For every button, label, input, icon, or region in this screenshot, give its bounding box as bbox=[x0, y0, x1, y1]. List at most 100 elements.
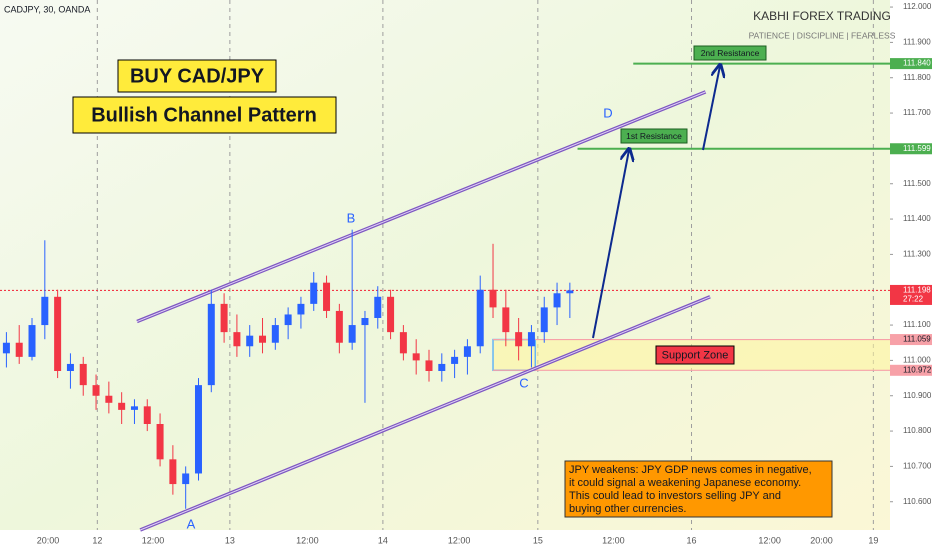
candle-body bbox=[207, 303, 215, 386]
note-line: This could lead to investors selling JPY… bbox=[569, 490, 781, 502]
x-tick-label: 14 bbox=[378, 535, 388, 545]
support-box bbox=[655, 345, 735, 365]
candle-body bbox=[412, 353, 420, 361]
resistance-label: 2nd Resistance bbox=[701, 48, 760, 58]
candle-body bbox=[66, 363, 74, 371]
level-label-bg bbox=[890, 364, 932, 376]
candle-body bbox=[194, 385, 202, 474]
y-tick-label: 112.000 bbox=[903, 2, 932, 11]
candle-body bbox=[79, 363, 87, 386]
x-tick-label: 12:00 bbox=[758, 535, 781, 545]
candle-body bbox=[105, 395, 113, 403]
candle-body bbox=[130, 406, 138, 410]
x-tick-label: 19 bbox=[868, 535, 878, 545]
note-line: JPY weakens: JPY GDP news comes in negat… bbox=[569, 464, 812, 476]
y-tick-label: 111.900 bbox=[903, 38, 931, 47]
candle-body bbox=[323, 282, 331, 311]
candle-body bbox=[399, 332, 407, 354]
candle-body bbox=[463, 346, 471, 357]
motto: PATIENCE | DISCIPLINE | FEARLESS bbox=[749, 30, 896, 40]
subtitle-box bbox=[72, 96, 337, 134]
x-tick-label: 12:00 bbox=[602, 535, 625, 545]
x-tick-label: 20:00 bbox=[810, 535, 833, 545]
arrow bbox=[592, 150, 629, 339]
x-tick-label: 12 bbox=[92, 535, 102, 545]
y-tick-label: 110.900 bbox=[903, 391, 932, 400]
level-label: 111.840 bbox=[903, 59, 931, 68]
level-label-bg bbox=[890, 334, 932, 346]
symbol: CADJPY, 30, OANDA bbox=[4, 4, 90, 14]
resistance-box bbox=[620, 128, 688, 144]
note-line: it could signal a weakening Japanese eco… bbox=[569, 477, 801, 489]
y-tick-label: 110.700 bbox=[903, 462, 932, 471]
time-axis bbox=[0, 530, 890, 550]
candle-body bbox=[259, 335, 267, 343]
x-tick-label: 16 bbox=[687, 535, 697, 545]
channel-line-core bbox=[136, 91, 706, 322]
countdown: 27:22 bbox=[903, 295, 924, 304]
candle-body bbox=[2, 342, 10, 354]
candle-body bbox=[233, 332, 241, 347]
candle-body bbox=[335, 310, 343, 343]
subtitle: Bullish Channel Pattern bbox=[91, 104, 317, 126]
y-tick-label: 111.700 bbox=[903, 108, 931, 117]
point-label: C bbox=[519, 375, 528, 390]
y-tick-label: 111.400 bbox=[903, 214, 931, 223]
candle-body bbox=[246, 335, 254, 347]
x-tick-label: 15 bbox=[533, 535, 543, 545]
channel-line-core bbox=[140, 296, 711, 531]
title-box bbox=[117, 59, 277, 93]
y-tick-label: 110.600 bbox=[903, 497, 932, 506]
price-axis bbox=[890, 0, 932, 550]
y-tick-label: 111.300 bbox=[903, 250, 931, 259]
candle-body bbox=[348, 325, 356, 343]
candle-body bbox=[451, 356, 459, 364]
arrow bbox=[702, 66, 720, 151]
candle-body bbox=[310, 282, 318, 304]
y-tick-label: 111.500 bbox=[903, 179, 931, 188]
candle-body bbox=[41, 296, 49, 326]
candle-body bbox=[220, 303, 228, 333]
candle-body bbox=[182, 473, 190, 485]
candle-body bbox=[271, 325, 279, 343]
point-label: B bbox=[347, 210, 356, 225]
candle-body bbox=[143, 406, 151, 424]
level-label: 111.198 bbox=[903, 286, 931, 295]
candle-body bbox=[297, 303, 305, 315]
level-label-bg bbox=[890, 143, 932, 155]
note-line: buying other currencies. bbox=[569, 503, 686, 515]
point-label: D bbox=[603, 105, 612, 120]
candle-body bbox=[425, 360, 433, 371]
y-tick-label: 111.800 bbox=[903, 73, 931, 82]
level-label: 111.059 bbox=[903, 335, 931, 344]
note-box bbox=[564, 460, 833, 518]
y-tick-label: 110.800 bbox=[903, 426, 932, 435]
candle-body bbox=[387, 296, 395, 333]
x-tick-label: 20:00 bbox=[37, 535, 60, 545]
candle-body bbox=[15, 342, 23, 357]
x-tick-label: 13 bbox=[225, 535, 235, 545]
candle-body bbox=[374, 296, 382, 318]
level-label-bg bbox=[890, 58, 932, 70]
candle-body bbox=[553, 293, 561, 308]
candle-body bbox=[54, 296, 62, 371]
brand: KABHI FOREX TRADING bbox=[753, 9, 891, 23]
candle-body bbox=[156, 424, 164, 460]
candle-body bbox=[540, 307, 548, 333]
candle-body bbox=[476, 289, 484, 347]
level-label: 110.972 bbox=[903, 365, 932, 374]
candle-body bbox=[515, 332, 523, 347]
y-tick-label: 111.100 bbox=[903, 320, 931, 329]
candle-body bbox=[92, 385, 100, 396]
x-tick-label: 12:00 bbox=[142, 535, 165, 545]
candle-body bbox=[361, 318, 369, 326]
candle-body bbox=[169, 459, 177, 485]
candle-body bbox=[284, 314, 292, 326]
candle-body bbox=[502, 307, 510, 333]
candle-body bbox=[118, 402, 126, 410]
candle-body bbox=[28, 325, 36, 357]
candle-body bbox=[489, 289, 497, 308]
point-label: A bbox=[187, 516, 196, 531]
level-label: 111.599 bbox=[903, 144, 931, 153]
